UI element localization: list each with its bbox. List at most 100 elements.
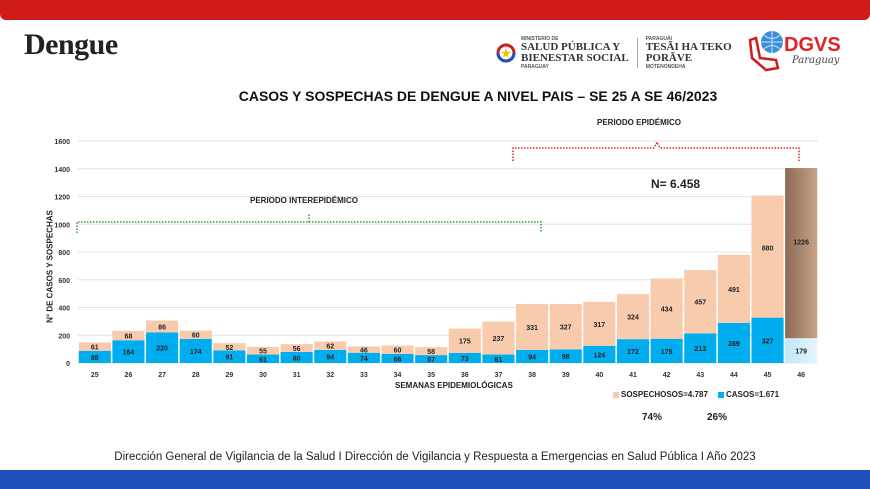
x-tick-label: 39 [562, 372, 570, 379]
data-label-casos: 327 [762, 338, 774, 345]
bar-sospechosos [751, 195, 784, 318]
bar-sospechosos [146, 320, 179, 333]
footer-text: Dirección General de Vigilancia de la Sa… [114, 451, 756, 463]
data-label-casos: 94 [528, 354, 536, 361]
data-label-sospechosos: 58 [427, 349, 435, 356]
bar-casos [684, 333, 717, 363]
epidemic-period-label: PERIODO EPIDÉMICO [597, 118, 682, 127]
interepidemic-period-label: PERIODO INTEREPIDÉMICO [250, 196, 359, 205]
bar-casos [314, 349, 347, 363]
x-tick-label: 44 [730, 372, 738, 379]
bar-sospechosos [616, 294, 650, 340]
data-label-sospechosos: 60 [394, 348, 402, 355]
x-tick-label: 26 [125, 372, 133, 379]
x-tick-label: 28 [192, 372, 200, 379]
percent-sospechosos: 74% [642, 412, 663, 423]
bar-sospechosos [583, 301, 616, 346]
data-label-casos: 61 [495, 357, 503, 364]
x-tick-label: 45 [764, 372, 772, 379]
data-label-casos: 175 [661, 349, 673, 356]
bar-sospechosos [516, 304, 549, 350]
data-label-casos: 66 [394, 356, 402, 363]
bottom-band [0, 470, 870, 489]
x-tick-label: 37 [495, 372, 503, 379]
data-label-sospechosos: 327 [560, 325, 572, 332]
top-band [0, 0, 870, 20]
x-tick-label: 40 [595, 372, 603, 379]
data-label-casos: 179 [795, 349, 807, 356]
x-tick-label: 32 [326, 372, 334, 379]
bar-casos [549, 349, 582, 363]
data-label-casos: 57 [427, 357, 435, 364]
data-label-sospechosos: 491 [728, 287, 740, 294]
y-tick-label: 1200 [54, 195, 70, 202]
brand-title: Dengue [24, 28, 118, 61]
bar-sospechosos [684, 270, 717, 334]
data-label-sospechosos: 175 [459, 339, 471, 346]
bar-sospechosos [179, 330, 212, 339]
data-label-casos: 88 [91, 355, 99, 362]
bar-casos [616, 339, 650, 363]
legend-swatch [717, 391, 724, 398]
x-tick-label: 34 [394, 372, 402, 379]
data-label-sospechosos: 331 [526, 325, 538, 332]
y-tick-label: 1000 [54, 222, 70, 229]
data-label-casos: 91 [225, 355, 233, 362]
x-tick-label: 36 [461, 372, 469, 379]
interepidemic-bracket [76, 213, 542, 233]
bar-sospechosos [213, 343, 246, 351]
y-tick-label: 600 [58, 278, 70, 285]
data-label-casos: 164 [123, 350, 135, 357]
percent-casos: 26% [707, 412, 728, 423]
data-label-sospechosos: 60 [192, 333, 200, 340]
legend-sospechosos: SOSPECHOSOS=4.787 [613, 390, 708, 399]
x-tick-label: 31 [293, 372, 301, 379]
y-tick-label: 200 [58, 333, 70, 340]
y-tick-label: 1600 [54, 139, 70, 146]
data-label-sospechosos: 457 [694, 300, 706, 307]
bar-casos [381, 353, 414, 363]
data-label-casos: 61 [259, 357, 267, 364]
data-label-casos: 80 [293, 355, 301, 362]
data-label-sospechosos: 1226 [793, 240, 809, 247]
data-label-sospechosos: 61 [91, 345, 99, 352]
data-label-sospechosos: 317 [594, 322, 606, 329]
data-label-casos: 289 [728, 341, 740, 348]
x-tick-label: 29 [225, 372, 233, 379]
data-label-sospechosos: 237 [493, 336, 505, 343]
bar-sospechosos [314, 341, 347, 350]
x-tick-label: 43 [696, 372, 704, 379]
data-label-sospechosos: 56 [293, 346, 301, 353]
chart-title: CASOS Y SOSPECHAS DE DENGUE A NIVEL PAIS… [238, 88, 718, 104]
x-tick-label: 46 [797, 372, 805, 379]
x-axis-label: SEMANAS EPIDEMIOLÓGICAS [395, 381, 513, 390]
bar-sospechosos [280, 344, 313, 352]
data-label-sospechosos: 434 [661, 307, 673, 314]
legend-casos: CASOS=1.671 [717, 390, 779, 399]
total-count: N= 6.458 [651, 177, 701, 191]
legend-swatch [613, 391, 619, 398]
bar-casos [785, 338, 818, 363]
bar-casos [179, 338, 212, 363]
epidemic-bracket [512, 140, 800, 161]
x-tick-label: 38 [528, 372, 536, 379]
data-label-sospechosos: 46 [360, 348, 368, 355]
data-label-sospechosos: 52 [225, 345, 233, 352]
data-label-sospechosos: 62 [326, 344, 334, 351]
bar-sospechosos [448, 328, 481, 353]
x-tick-label: 25 [91, 372, 99, 379]
paraguay-seal-icon [496, 43, 516, 63]
bar-casos [213, 350, 246, 363]
data-label-casos: 124 [594, 352, 606, 359]
bar-casos [146, 332, 179, 363]
bar-sospechosos [415, 347, 448, 356]
bar-sospechosos [549, 304, 582, 350]
x-tick-label: 33 [360, 372, 368, 379]
bar-casos [347, 352, 380, 363]
bar-casos [280, 351, 313, 363]
x-tick-label: 42 [663, 372, 671, 379]
x-tick-label: 30 [259, 372, 267, 379]
x-tick-label: 35 [427, 372, 435, 379]
data-label-casos: 213 [694, 346, 706, 353]
